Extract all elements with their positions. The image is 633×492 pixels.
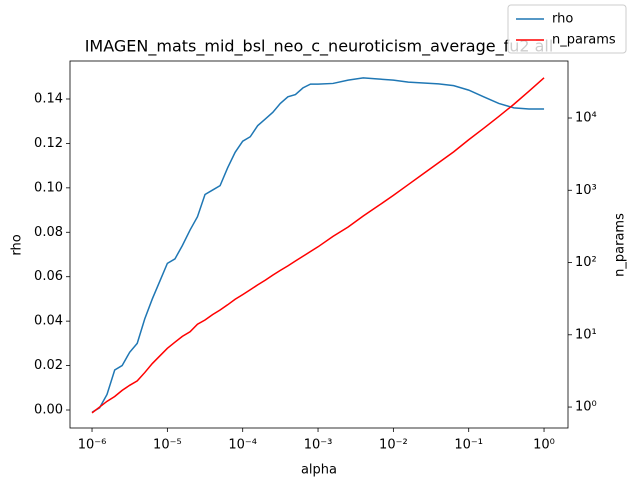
x-tick-label: 10⁻¹ (454, 438, 483, 453)
y-axis-label: rho (10, 234, 25, 255)
y-tick-label: 0.02 (34, 358, 63, 373)
x-tick-label: 10⁻⁶ (78, 438, 107, 453)
y2-tick-label: 10⁰ (575, 400, 597, 415)
x-tick-label: 10⁻⁵ (153, 438, 182, 453)
y-tick-label: 0.00 (34, 403, 63, 418)
y-tick-label: 0.10 (34, 180, 63, 195)
legend-box (507, 4, 627, 54)
y2-tick-label: 10³ (575, 183, 597, 198)
y-tick-label: 0.08 (34, 225, 63, 240)
x-tick-label: 10⁰ (533, 438, 555, 453)
y-tick-label: 0.04 (34, 314, 63, 329)
y2-tick-label: 10² (575, 255, 597, 270)
y-tick-label: 0.12 (34, 136, 63, 151)
y-tick-label: 0.06 (34, 269, 63, 284)
y2-tick-label: 10¹ (575, 327, 597, 342)
legend-label: rho (552, 12, 573, 27)
x-tick-label: 10⁻³ (304, 438, 333, 453)
y-tick-label: 0.14 (34, 91, 63, 106)
data-line (91, 77, 545, 413)
y2-axis-label: n_params (613, 213, 628, 277)
plot-frame (69, 60, 569, 429)
y2-tick-label: 10⁴ (575, 111, 597, 126)
data-line (91, 77, 545, 414)
chart-title: IMAGEN_mats_mid_bsl_neo_c_neuroticism_av… (85, 37, 554, 57)
x-tick-label: 10⁻⁴ (228, 438, 257, 453)
x-axis-label: alpha (301, 463, 337, 478)
legend-label: n_params (552, 33, 616, 48)
x-tick-label: 10⁻² (379, 438, 408, 453)
